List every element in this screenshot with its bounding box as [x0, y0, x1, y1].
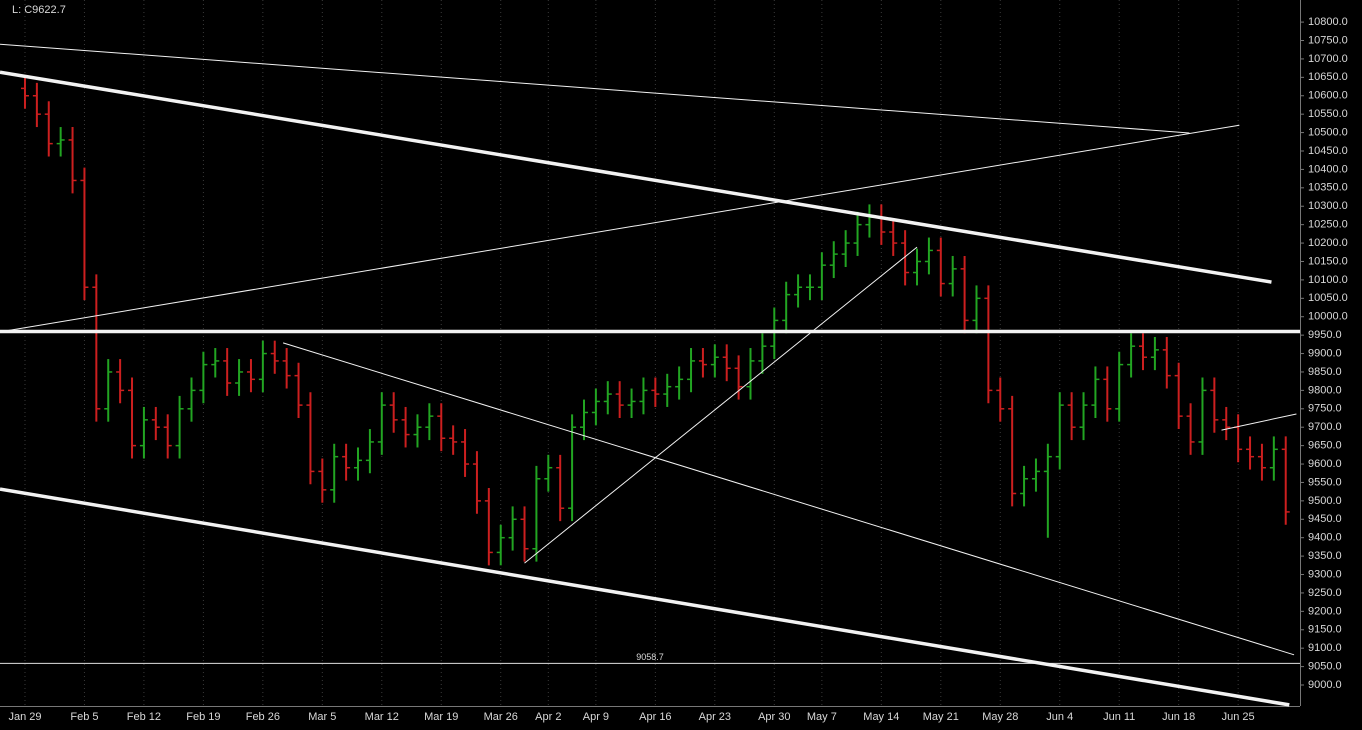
y-tick-label: 9650.0: [1308, 440, 1342, 452]
chart-title: L: C9622.7: [12, 4, 66, 16]
trend-line: [282, 342, 1295, 656]
y-tick-label: 10750.0: [1308, 34, 1348, 46]
y-tick-label: 9750.0: [1308, 403, 1342, 415]
y-tick-label: 10150.0: [1308, 255, 1348, 267]
x-tick-label: Apr 16: [639, 711, 671, 723]
x-tick-label: Mar 12: [365, 711, 399, 723]
y-tick-label: 10050.0: [1308, 292, 1348, 304]
y-tick-label: 10200.0: [1308, 237, 1348, 249]
trend-line: [1221, 413, 1297, 431]
x-tick-label: Jan 29: [8, 711, 41, 723]
x-tick-label: Feb 26: [246, 711, 280, 723]
y-tick-label: 9600.0: [1308, 458, 1342, 470]
x-tick-label: Jun 4: [1046, 711, 1073, 723]
y-tick-label: 9150.0: [1308, 624, 1342, 636]
x-tick-label: Jun 25: [1222, 711, 1255, 723]
y-tick-label: 10450.0: [1308, 145, 1348, 157]
y-tick-label: 10400.0: [1308, 163, 1348, 175]
x-tick-label: Mar 19: [424, 711, 458, 723]
y-tick-label: 9000.0: [1308, 679, 1342, 691]
trend-line: [524, 246, 918, 564]
y-tick-label: 9950.0: [1308, 329, 1342, 341]
x-tick-label: Apr 23: [699, 711, 731, 723]
y-tick-label: 9500.0: [1308, 495, 1342, 507]
x-tick-label: Apr 2: [535, 711, 561, 723]
x-tick-label: Jun 18: [1162, 711, 1195, 723]
y-tick-label: 9300.0: [1308, 568, 1342, 580]
y-tick-label: 10600.0: [1308, 90, 1348, 102]
y-tick-label: 9450.0: [1308, 513, 1342, 525]
x-tick-label: Mar 5: [308, 711, 336, 723]
y-tick-label: 9900.0: [1308, 347, 1342, 359]
y-tick-label: 9100.0: [1308, 642, 1342, 654]
y-tick-label: 10700.0: [1308, 53, 1348, 65]
trend-line: [0, 43, 1190, 134]
x-tick-label: May 14: [863, 711, 899, 723]
y-tick-label: 10500.0: [1308, 126, 1348, 138]
level-label: 9058.7: [636, 652, 664, 662]
x-tick-label: Feb 19: [186, 711, 220, 723]
x-tick-label: Apr 9: [583, 711, 609, 723]
x-tick-label: May 21: [923, 711, 959, 723]
trend-line: [0, 487, 1290, 707]
y-tick-label: 10800.0: [1308, 16, 1348, 28]
x-tick-label: Apr 30: [758, 711, 790, 723]
y-tick-label: 9250.0: [1308, 587, 1342, 599]
y-tick-label: 9200.0: [1308, 605, 1342, 617]
y-tick-label: 10350.0: [1308, 182, 1348, 194]
y-tick-label: 9350.0: [1308, 550, 1342, 562]
trend-line: [0, 124, 1240, 333]
x-tick-label: Feb 5: [70, 711, 98, 723]
x-tick-label: May 28: [982, 711, 1018, 723]
y-tick-label: 9050.0: [1308, 660, 1342, 672]
y-tick-label: 10000.0: [1308, 311, 1348, 323]
x-tick-label: Feb 12: [127, 711, 161, 723]
y-tick-label: 9850.0: [1308, 366, 1342, 378]
y-tick-label: 9400.0: [1308, 532, 1342, 544]
x-tick-label: Jun 11: [1103, 711, 1135, 723]
y-tick-label: 10250.0: [1308, 219, 1348, 231]
y-tick-label: 10650.0: [1308, 71, 1348, 83]
y-tick-label: 9700.0: [1308, 421, 1342, 433]
trend-line: [0, 70, 1272, 284]
x-tick-label: May 7: [807, 711, 837, 723]
y-tick-label: 10100.0: [1308, 274, 1348, 286]
y-tick-label: 10300.0: [1308, 200, 1348, 212]
y-tick-label: 9800.0: [1308, 384, 1342, 396]
y-tick-label: 9550.0: [1308, 476, 1342, 488]
x-tick-label: Mar 26: [484, 711, 518, 723]
y-tick-label: 10550.0: [1308, 108, 1348, 120]
